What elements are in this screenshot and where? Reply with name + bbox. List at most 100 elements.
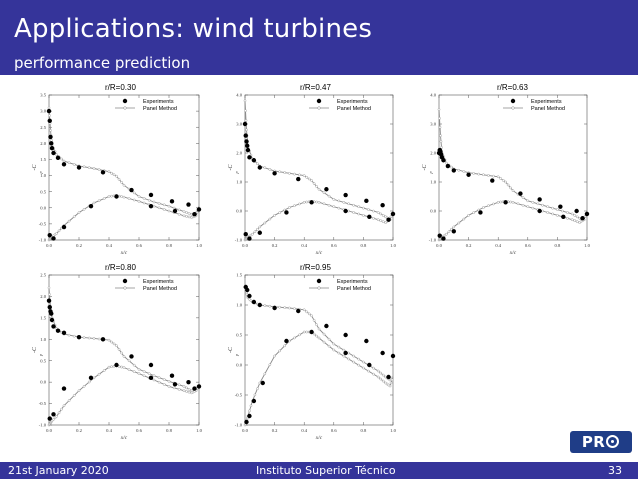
panel-method-marker (307, 312, 311, 316)
panel-method-marker (288, 306, 291, 310)
panel-method-marker (492, 174, 495, 178)
panel-method-marker (60, 157, 63, 161)
panel-method-marker (115, 174, 118, 178)
panel-method-marker (315, 323, 318, 327)
panel-method-marker (317, 200, 321, 204)
y-tick-label: 1.0 (430, 180, 436, 185)
panel-method-marker (110, 194, 113, 198)
panel-method-marker (185, 386, 188, 390)
experiment-point (100, 337, 106, 342)
legend-panel-method-label: Panel Method (531, 106, 565, 112)
panel-method-marker (127, 359, 131, 363)
panel-method-marker (283, 208, 286, 212)
panel-method-marker (452, 225, 456, 229)
panel-method-marker (526, 205, 530, 208)
experiment-point (49, 141, 54, 146)
y-tick-label: 0.0 (40, 205, 46, 210)
panel-method-marker (258, 225, 262, 229)
experiment-point (574, 208, 579, 214)
y-tick-label: 2.5 (40, 273, 46, 278)
panel-method-marker (381, 373, 385, 377)
y-tick-label: 0.0 (40, 380, 46, 385)
panel-method-marker (504, 180, 507, 184)
legend-panel-method-label: Panel Method (337, 106, 371, 112)
panel-method-marker (556, 214, 559, 217)
y-tick-label: 1.0 (236, 180, 242, 185)
panel-method-marker (87, 166, 91, 169)
panel-method-marker (112, 173, 116, 177)
panel-method-marker (327, 203, 331, 207)
panel-method-marker (332, 198, 336, 201)
slide-footer: 21st January 2020 Instituto Superior Téc… (0, 462, 638, 479)
panel-method-marker (288, 206, 291, 209)
panel-method-marker (575, 220, 579, 223)
panel-method-marker (273, 214, 276, 217)
x-tick-label: 0.2 (76, 428, 82, 433)
panel-method-marker (283, 344, 286, 348)
panel-method-marker (293, 336, 296, 340)
y-tick-label: -1.0 (429, 238, 437, 243)
y-tick-label: 1.0 (40, 173, 46, 178)
panel-method-marker (376, 375, 380, 379)
logo-text-left: PR (581, 433, 606, 451)
panel-method-marker (357, 212, 360, 216)
panel-method-marker (263, 221, 267, 225)
panel-method-marker (120, 351, 123, 355)
panel-method-marker (342, 348, 346, 352)
panel-method-marker (60, 407, 63, 411)
experiment-point (245, 147, 251, 153)
y-axis-label-subscript: p (234, 354, 239, 357)
panel-method-marker (307, 177, 311, 181)
panel-method-marker (499, 177, 503, 180)
panel-method-marker (92, 201, 96, 205)
panel-method-marker (107, 338, 111, 342)
x-tick-label: 1.0 (196, 243, 202, 248)
experiment-point (47, 416, 52, 421)
panel-method-marker (298, 333, 301, 337)
y-tick-label: -0.5 (39, 401, 47, 406)
panel-method-marker (506, 183, 510, 187)
panel-method-marker (152, 204, 156, 208)
panel-method-marker (439, 140, 443, 143)
panel-method-marker (352, 211, 355, 214)
panel-method-marker (256, 162, 259, 166)
panel-method-marker (342, 354, 346, 358)
panel-method-marker (332, 205, 336, 208)
experiment-point (51, 412, 56, 417)
y-tick-label: 0.5 (40, 358, 46, 363)
experiment-point (61, 330, 67, 336)
panel-method-marker (97, 337, 101, 341)
experiment-point (503, 200, 508, 205)
experiment-point (441, 236, 446, 241)
panel-method-marker (122, 183, 126, 187)
footer-institution: Instituto Superior Técnico (256, 464, 396, 477)
panel-method-marker (177, 208, 181, 212)
x-tick-label: 1.0 (390, 243, 396, 248)
panel-method-marker (137, 372, 141, 375)
panel-method-marker (531, 206, 535, 210)
footer-date: 21st January 2020 (8, 464, 109, 477)
panel-method-marker (92, 376, 96, 380)
panel-method-marker (531, 201, 535, 204)
chart-title: r/R=0.30 (105, 83, 136, 92)
panel-method-marker (379, 371, 383, 375)
panel-method-marker (82, 385, 86, 388)
chart-panel-2: r/R=0.470.0 0.2 0.4 0.6 0.8 1.0x/c-1.00.01.02… (228, 83, 397, 256)
x-tick-label: 0.8 (361, 428, 367, 433)
panel-method-marker (107, 170, 111, 173)
experiment-point (148, 203, 154, 209)
panel-method-marker (347, 357, 350, 361)
y-axis-label: -C (32, 346, 38, 353)
panel-method-marker (450, 165, 453, 169)
experiment-point (343, 350, 348, 356)
panel-method-marker (462, 170, 466, 173)
experiment-point (247, 293, 252, 299)
panel-method-marker (72, 394, 76, 397)
plot-frame (244, 94, 394, 241)
experiment-point (466, 172, 471, 177)
panel-method-marker (48, 293, 51, 296)
panel-method-marker (72, 334, 76, 338)
panel-method-marker (362, 214, 365, 217)
x-tick-label: 0.4 (106, 243, 112, 248)
panel-method-marker (389, 215, 393, 219)
